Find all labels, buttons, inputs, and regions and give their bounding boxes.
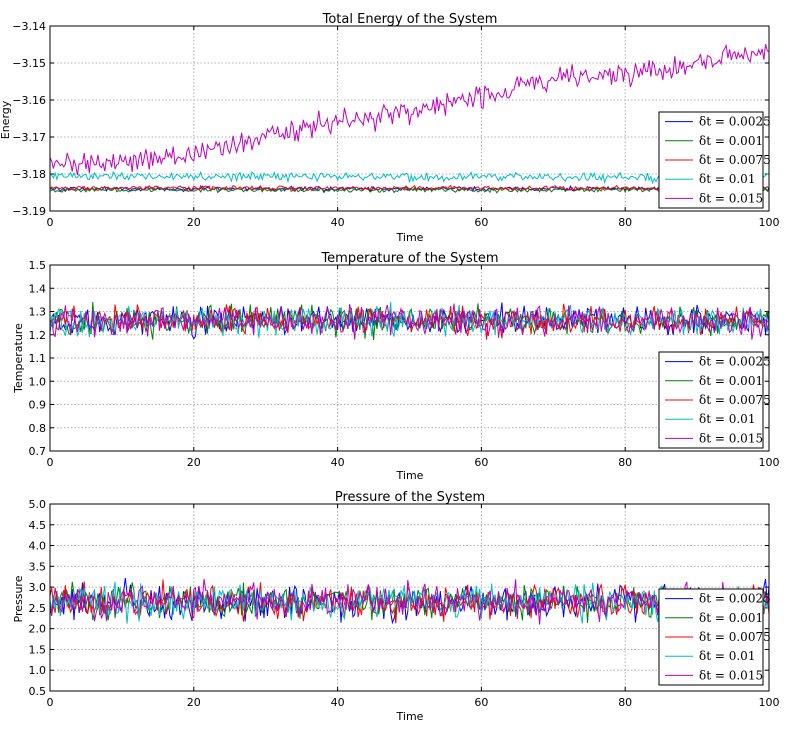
- temperature-chart-ylabel: Temperature: [12, 323, 25, 394]
- temperature-ytick-label: 1.5: [29, 259, 47, 272]
- pressure-series-group: [50, 577, 769, 625]
- energy-series-line-1: [50, 186, 769, 194]
- pressure-legend-label: δt = 0.0075: [699, 630, 771, 644]
- temperature-series-group: [50, 301, 769, 340]
- energy-legend-label: δt = 0.001: [699, 134, 763, 148]
- temperature-series-line-3: [50, 301, 769, 338]
- pressure-ytick-label: 4.0: [29, 540, 47, 553]
- energy-xtick-label: 60: [474, 216, 488, 229]
- temperature-xtick-label: 0: [47, 456, 54, 469]
- pressure-xtick-label: 80: [618, 696, 632, 709]
- temperature-chart: Temperature of the System Time Temperatu…: [12, 251, 780, 482]
- temperature-xtick-label: 100: [759, 456, 780, 469]
- temperature-legend-label: δt = 0.0075: [699, 393, 771, 407]
- temperature-legend-label: δt = 0.01: [699, 412, 755, 426]
- temperature-ytick-label: 1.3: [29, 306, 47, 319]
- pressure-ytick-label: 0.5: [29, 685, 47, 698]
- pressure-xtick-label: 100: [759, 696, 780, 709]
- energy-ytick-label: −3.17: [12, 131, 46, 144]
- pressure-legend-label: δt = 0.01: [699, 649, 755, 663]
- energy-ytick-label: −3.19: [12, 205, 46, 218]
- temperature-legend-label: δt = 0.001: [699, 374, 763, 388]
- energy-ytick-label: −3.18: [12, 168, 46, 181]
- temperature-ytick-label: 1.0: [29, 375, 47, 388]
- temperature-xtick-label: 20: [187, 456, 201, 469]
- energy-series-line-3: [50, 170, 769, 185]
- temperature-legend: δt = 0.0025 δt = 0.001 δt = 0.0075 δt = 0.0…: [658, 351, 771, 449]
- energy-legend-label: δt = 0.01: [699, 172, 755, 186]
- energy-xtick-label: 100: [759, 216, 780, 229]
- pressure-plot-frame: [49, 503, 770, 692]
- pressure-ytick-label: 4.5: [29, 519, 47, 532]
- pressure-xtick-label: 20: [187, 696, 201, 709]
- energy-series-line-0: [50, 184, 769, 193]
- pressure-legend-label: δt = 0.015: [699, 668, 763, 682]
- energy-xtick-label: 20: [187, 216, 201, 229]
- energy-series-group: [50, 43, 769, 194]
- pressure-xtick-label: 0: [47, 696, 54, 709]
- energy-ytick-label: −3.15: [12, 57, 46, 70]
- temperature-chart-xlabel: Time: [396, 469, 424, 482]
- energy-series-line-4: [50, 43, 769, 176]
- pressure-legend-label: δt = 0.001: [699, 611, 763, 625]
- temperature-chart-title: Temperature of the System: [320, 251, 498, 266]
- pressure-ytick-label: 1.5: [29, 643, 47, 656]
- temperature-legend-label: δt = 0.0025: [699, 355, 771, 369]
- pressure-chart: Pressure of the System Time Pressure 0 20…: [12, 490, 780, 723]
- pressure-series-line-4: [50, 578, 769, 625]
- temperature-ytick-label: 1.2: [29, 329, 47, 342]
- temperature-ytick-label: 0.7: [29, 445, 47, 458]
- pressure-ytick-label: 2.0: [29, 623, 47, 636]
- energy-chart-title: Total Energy of the System: [322, 12, 498, 27]
- pressure-ytick-label: 5.0: [29, 498, 47, 511]
- pressure-ytick-label: 1.0: [29, 664, 47, 677]
- energy-plot-frame: [49, 25, 770, 212]
- pressure-legend: δt = 0.0025 δt = 0.001 δt = 0.0075 δt = 0.0…: [658, 588, 771, 686]
- temperature-plot-frame: [49, 264, 770, 452]
- temperature-ytick-label: 1.4: [29, 282, 47, 295]
- energy-ytick-label: −3.14: [12, 20, 46, 33]
- temperature-legend-label: δt = 0.015: [699, 431, 763, 445]
- temperature-xtick-label: 40: [331, 456, 345, 469]
- energy-chart-xlabel: Time: [396, 231, 424, 244]
- pressure-ytick-label: 3.5: [29, 560, 47, 573]
- energy-legend: δt = 0.0025 δt = 0.001 δt = 0.0075 δt = 0.0…: [658, 111, 771, 209]
- pressure-chart-title: Pressure of the System: [335, 490, 485, 505]
- energy-chart: Total Energy of the System Time Energy 0…: [0, 12, 780, 244]
- pressure-chart-ylabel: Pressure: [12, 575, 25, 622]
- energy-series-line-2: [50, 184, 769, 193]
- pressure-chart-xlabel: Time: [396, 710, 424, 723]
- pressure-xtick-label: 40: [331, 696, 345, 709]
- energy-chart-ylabel: Energy: [0, 100, 12, 139]
- pressure-ytick-label: 3.0: [29, 581, 47, 594]
- temperature-xtick-label: 60: [474, 456, 488, 469]
- temperature-series-line-4: [50, 303, 769, 340]
- temperature-xtick-label: 80: [618, 456, 632, 469]
- energy-legend-label: δt = 0.015: [699, 191, 763, 205]
- energy-xtick-label: 40: [331, 216, 345, 229]
- temperature-ytick-label: 0.9: [29, 399, 47, 412]
- energy-legend-label: δt = 0.0025: [699, 115, 771, 129]
- energy-xtick-label: 80: [618, 216, 632, 229]
- energy-legend-label: δt = 0.0075: [699, 153, 771, 167]
- energy-xtick-label: 0: [47, 216, 54, 229]
- pressure-legend-label: δt = 0.0025: [699, 592, 771, 606]
- energy-ytick-label: −3.16: [12, 94, 46, 107]
- temperature-ytick-label: 1.1: [29, 352, 47, 365]
- pressure-ytick-label: 2.5: [29, 602, 47, 615]
- temperature-ytick-label: 0.8: [29, 422, 47, 435]
- pressure-xtick-label: 60: [474, 696, 488, 709]
